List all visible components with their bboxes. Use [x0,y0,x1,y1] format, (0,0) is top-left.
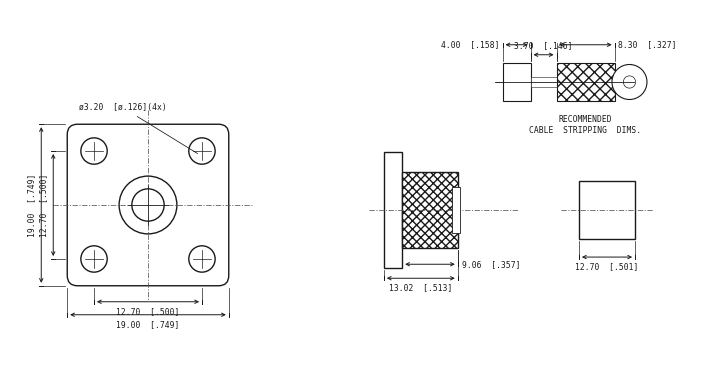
Bar [557,63,615,101]
Circle shape [612,65,647,99]
Circle shape [189,138,215,164]
Text: 19.00  [.749]: 19.00 [.749] [27,173,36,237]
Bar [384,152,402,268]
Bar [579,181,635,239]
FancyBboxPatch shape [67,124,229,286]
Text: 8.30  [.327]: 8.30 [.327] [618,40,676,49]
Text: 4.00  [.158]: 4.00 [.158] [441,40,500,49]
Text: CABLE  STRIPPING  DIMS.: CABLE STRIPPING DIMS. [529,126,642,135]
Text: 12.70  [.500]: 12.70 [.500] [40,173,48,237]
Text: 19.00  [.749]: 19.00 [.749] [117,320,180,329]
Bar [452,187,461,233]
Text: 13.02  [.513]: 13.02 [.513] [389,283,452,292]
Circle shape [189,246,215,272]
Circle shape [81,246,107,272]
Circle shape [132,189,164,221]
Text: 9.06  [.357]: 9.06 [.357] [462,260,521,269]
Bar [503,63,531,101]
Bar [531,77,557,88]
Text: RECOMMENDED: RECOMMENDED [559,115,613,124]
Text: ø3.20  [ø.126](4x): ø3.20 [ø.126](4x) [79,103,197,154]
Circle shape [81,138,107,164]
Text: 12.70  [.501]: 12.70 [.501] [575,262,639,271]
Text: 3.70  [.146]: 3.70 [.146] [514,41,573,50]
Bar [402,172,458,248]
Text: 12.70  [.500]: 12.70 [.500] [117,307,180,316]
Circle shape [624,76,636,88]
Circle shape [119,176,177,234]
